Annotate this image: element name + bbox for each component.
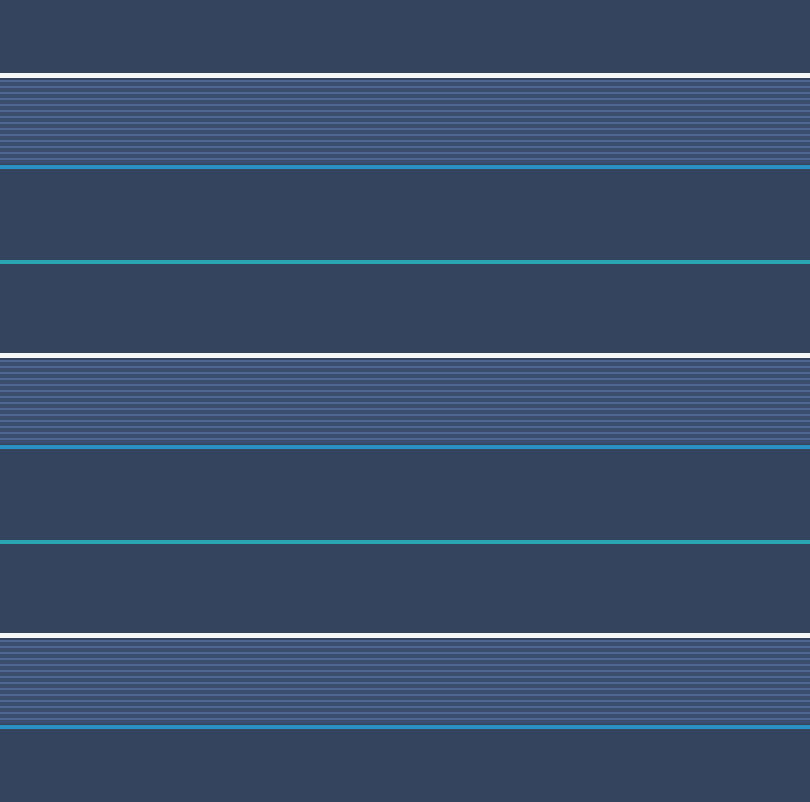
stripe-group xyxy=(0,0,810,280)
stripe-group xyxy=(0,560,810,802)
stripe-group xyxy=(0,280,810,560)
